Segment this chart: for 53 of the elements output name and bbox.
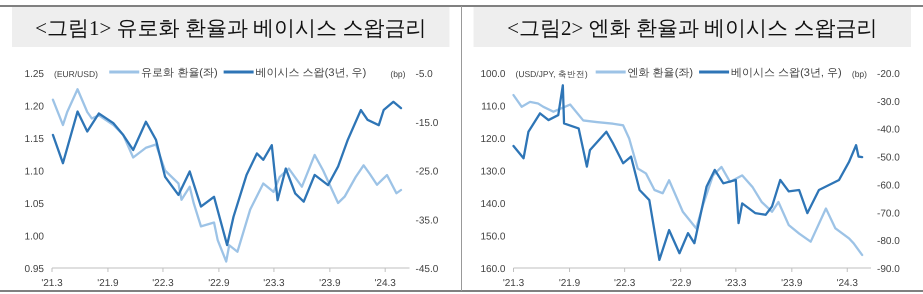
y-tick-label: 110.0 [481,102,506,112]
y-tick-label: 120.0 [480,134,506,145]
y-tick-label: 1.20 [24,102,44,112]
x-tick-label: '24.3 [374,278,396,289]
y2-tick-label: -25.0 [416,166,439,178]
y-axis-title: (EUR/USD) [54,69,98,79]
y2-tick-label: -5.0 [416,69,434,80]
x-tick-label: '23.9 [319,278,341,289]
x-tick-label: '21.9 [558,278,581,289]
y2-tick-label: -90.0 [877,264,900,275]
chart-title: <그림2> 엔화 환율과 베이시스 스왑금리 [507,16,878,40]
x-tick-label: '21.3 [502,278,525,289]
x-tick-label: '24.3 [836,278,858,289]
y-axis-title: (USD/JPY, 축반전) [516,69,588,79]
y2-tick-label: -40.0 [877,124,900,136]
x-tick-label: '21.9 [97,278,120,289]
x-tick-label: '22.9 [208,278,230,289]
y-tick-label: 140.0 [480,199,506,210]
y-tick-label: 100.0 [480,69,506,80]
x-tick-label: '22.3 [614,278,636,289]
legend-label: 유로화 환율(좌) [141,67,218,79]
x-tick-label: '23.9 [781,278,803,289]
line-series [52,88,402,263]
y2-tick-label: -35.0 [416,215,439,226]
y-tick-label: 1.15 [24,134,44,145]
y-tick-label: 130.0 [480,166,506,178]
line-series [52,100,402,246]
y-tick-label: 1.25 [24,69,44,80]
y-tick-label: 1.05 [24,199,44,210]
chart-title: <그림1> 유로화 환율과 베이시스 스왑금리 [35,16,426,40]
y2-tick-label: -45.0 [416,264,439,275]
y2-tick-label: -70.0 [877,208,900,220]
y-tick-label: 160.0 [480,264,506,275]
x-tick-label: '21.3 [41,278,64,289]
y2-tick-label: -80.0 [877,236,900,248]
y-tick-label: 1.00 [24,232,44,242]
legend-label: 베이시스 스왑(3년, 우) [256,67,366,79]
y2-tick-label: -20.0 [877,69,900,80]
y2-axis-title: (bp) [390,69,406,79]
y2-tick-label: -30.0 [877,96,900,108]
y-tick-label: 0.95 [24,264,44,275]
x-tick-label: '23.3 [263,278,286,289]
y2-axis-title: (bp) [852,69,868,79]
y2-tick-label: -50.0 [877,152,900,164]
y2-tick-label: -60.0 [877,180,900,192]
x-tick-label: '22.3 [152,278,174,289]
legend-label: 베이시스 스왑(3년, 우) [731,67,842,79]
legend-label: 엔화 환율(좌) [628,67,694,79]
y2-tick-label: -15.0 [416,118,439,129]
y-tick-label: 1.10 [24,166,44,178]
x-tick-label: '23.3 [725,278,747,289]
x-tick-label: '22.9 [670,278,692,289]
y-tick-label: 150.0 [480,232,506,242]
